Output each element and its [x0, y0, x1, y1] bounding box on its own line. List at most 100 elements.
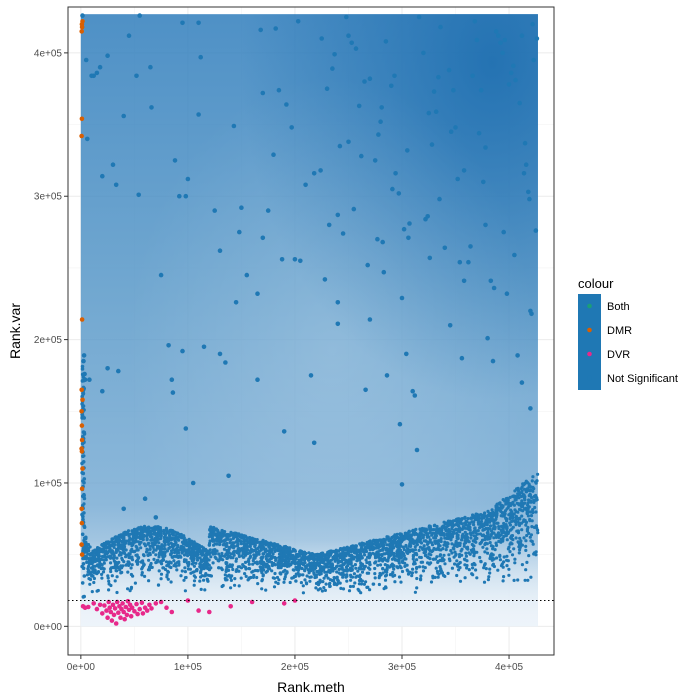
- point-not-significant: [113, 561, 117, 565]
- point-not-significant: [211, 552, 215, 556]
- point-not-significant: [365, 561, 369, 565]
- point-not-significant: [341, 587, 346, 591]
- point-not-significant: [237, 552, 241, 556]
- point-not-significant: [388, 543, 393, 547]
- point-not-significant: [518, 544, 522, 548]
- point-not-significant: [499, 537, 503, 541]
- point-not-significant: [302, 558, 307, 562]
- point-not-significant: [505, 519, 509, 523]
- point-not-significant: [324, 582, 328, 586]
- point-not-significant: [398, 548, 403, 552]
- point-not-significant: [427, 255, 433, 261]
- point-dvr: [207, 609, 212, 615]
- point-not-significant: [246, 559, 250, 564]
- point-not-significant: [391, 545, 395, 549]
- point-dmr: [79, 520, 85, 526]
- point-not-significant: [307, 555, 311, 559]
- point-not-significant: [176, 555, 180, 560]
- point-not-significant: [86, 564, 91, 569]
- point-not-significant: [536, 531, 540, 535]
- point-not-significant: [267, 558, 271, 562]
- point-not-significant: [115, 575, 119, 579]
- point-not-significant: [119, 553, 123, 557]
- point-not-significant: [107, 579, 111, 583]
- point-not-significant: [468, 552, 472, 556]
- point-not-significant: [215, 542, 219, 546]
- point-not-significant: [265, 563, 269, 567]
- point-not-significant: [533, 228, 539, 233]
- point-not-significant: [279, 553, 284, 557]
- point-not-significant: [381, 571, 385, 575]
- point-not-significant: [332, 578, 336, 582]
- point-not-significant: [426, 561, 430, 565]
- legend-swatch: [587, 303, 592, 309]
- point-not-significant: [482, 523, 486, 528]
- point-not-significant: [436, 74, 441, 80]
- point-not-significant: [241, 551, 245, 556]
- point-dvr: [135, 611, 140, 617]
- point-not-significant: [141, 533, 146, 537]
- point-not-significant: [486, 527, 490, 532]
- point-not-significant: [317, 581, 321, 585]
- point-not-significant: [179, 574, 183, 578]
- point-not-significant: [328, 578, 333, 582]
- point-not-significant: [380, 239, 386, 245]
- point-not-significant: [142, 496, 148, 502]
- x-tick-label: 4e+05: [495, 662, 524, 673]
- point-not-significant: [260, 579, 264, 583]
- point-not-significant: [281, 429, 287, 434]
- point-not-significant: [493, 548, 497, 552]
- point-dvr: [118, 615, 123, 620]
- point-not-significant: [363, 564, 367, 568]
- point-not-significant: [172, 559, 176, 563]
- point-not-significant: [273, 563, 277, 567]
- point-not-significant: [212, 208, 217, 213]
- point-not-significant: [92, 554, 97, 558]
- point-not-significant: [200, 559, 204, 564]
- point-not-significant: [379, 573, 383, 577]
- point-not-significant: [209, 525, 213, 529]
- point-not-significant: [482, 513, 486, 517]
- point-not-significant: [105, 366, 110, 371]
- point-not-significant: [469, 548, 473, 552]
- point-not-significant: [213, 528, 217, 532]
- point-not-significant: [115, 556, 119, 560]
- point-not-significant: [489, 553, 493, 558]
- point-not-significant: [367, 552, 371, 556]
- point-dvr: [94, 606, 100, 612]
- point-dvr: [132, 609, 137, 614]
- point-not-significant: [318, 168, 323, 173]
- point-not-significant: [373, 542, 377, 546]
- point-not-significant: [136, 562, 140, 566]
- point-not-significant: [261, 560, 266, 564]
- point-not-significant: [179, 548, 183, 552]
- point-not-significant: [403, 564, 407, 569]
- point-not-significant: [293, 548, 297, 552]
- point-not-significant: [443, 562, 447, 566]
- legend-swatch: [587, 351, 592, 357]
- point-dvr: [129, 605, 135, 610]
- point-not-significant: [192, 547, 196, 551]
- point-not-significant: [495, 556, 499, 560]
- point-not-significant: [349, 40, 355, 46]
- point-not-significant: [109, 540, 113, 544]
- point-not-significant: [140, 567, 144, 571]
- point-not-significant: [202, 578, 206, 582]
- point-not-significant: [422, 533, 426, 537]
- point-not-significant: [134, 73, 139, 79]
- point-not-significant: [87, 549, 91, 553]
- point-not-significant: [141, 559, 145, 563]
- point-not-significant: [356, 569, 360, 573]
- point-not-significant: [521, 171, 527, 176]
- point-not-significant: [162, 547, 166, 551]
- point-not-significant: [455, 176, 461, 182]
- point-not-significant: [478, 520, 482, 524]
- point-not-significant: [357, 578, 362, 583]
- point-not-significant: [86, 552, 90, 556]
- point-not-significant: [418, 533, 422, 537]
- point-not-significant: [100, 572, 104, 577]
- point-not-significant: [229, 555, 233, 559]
- point-dmr: [80, 466, 85, 471]
- point-not-significant: [415, 553, 419, 557]
- point-not-significant: [162, 535, 166, 540]
